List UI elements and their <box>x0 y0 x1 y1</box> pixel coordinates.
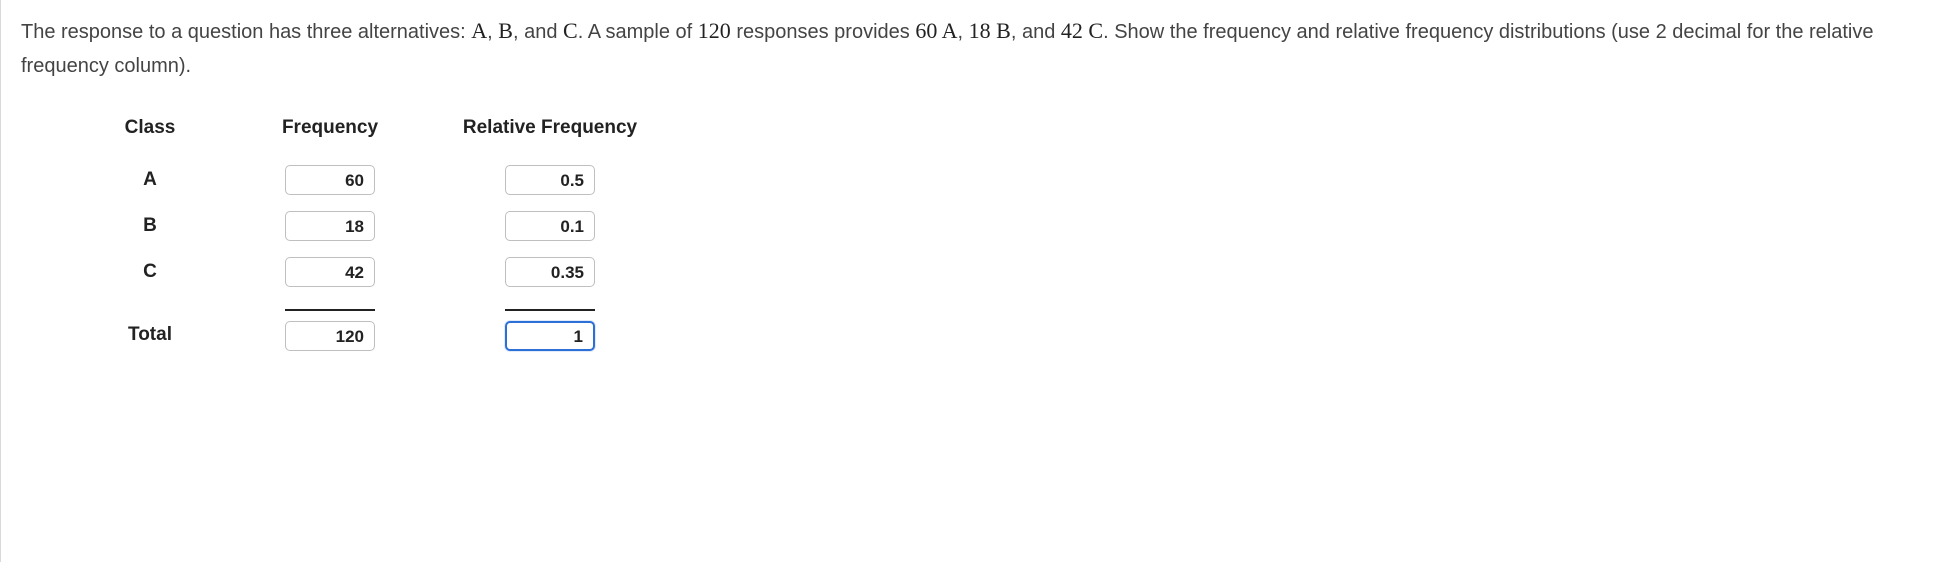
question-text: The response to a question has three alt… <box>21 12 1921 83</box>
alt-c: C <box>563 18 578 43</box>
rel-input-total[interactable]: 1 <box>505 321 595 351</box>
alt-b: B <box>498 18 513 43</box>
freq-cell-c: 42 <box>235 249 425 295</box>
freq-input-b[interactable]: 18 <box>285 211 375 241</box>
rel-cell-a: 0.5 <box>425 157 675 203</box>
sep: , <box>958 21 969 43</box>
count-b: 18 B <box>969 18 1011 43</box>
class-label-a: A <box>65 157 235 203</box>
question-mid2: responses provides <box>731 21 916 43</box>
exercise-panel: The response to a question has three alt… <box>0 0 1946 562</box>
table-row: C 42 0.35 <box>65 249 675 295</box>
table-header-row: Class Frequency Relative Frequency <box>65 111 675 157</box>
header-class: Class <box>65 111 235 157</box>
total-label-text: Total <box>128 314 172 346</box>
class-label-b: B <box>65 203 235 249</box>
freq-input-a[interactable]: 60 <box>285 165 375 195</box>
sep: , and <box>1011 21 1061 43</box>
frequency-table-wrap: Class Frequency Relative Frequency A 60 … <box>65 111 1926 359</box>
class-label-total: Total <box>65 301 235 359</box>
freq-cell-total: 120 <box>235 301 425 359</box>
count-c: 42 C <box>1061 18 1103 43</box>
freq-cell-a: 60 <box>235 157 425 203</box>
count-a: 60 A <box>915 18 957 43</box>
freq-input-total[interactable]: 120 <box>285 321 375 351</box>
question-mid1: . A sample of <box>578 21 698 43</box>
sample-size: 120 <box>698 18 731 43</box>
class-label-c: C <box>65 249 235 295</box>
rel-input-b[interactable]: 0.1 <box>505 211 595 241</box>
rel-input-a[interactable]: 0.5 <box>505 165 595 195</box>
rel-cell-total: 1 <box>425 301 675 359</box>
rel-cell-c: 0.35 <box>425 249 675 295</box>
frequency-table: Class Frequency Relative Frequency A 60 … <box>65 111 675 359</box>
header-relative-frequency: Relative Frequency <box>425 111 675 157</box>
rel-cell-b: 0.1 <box>425 203 675 249</box>
header-frequency: Frequency <box>235 111 425 157</box>
rel-input-c[interactable]: 0.35 <box>505 257 595 287</box>
freq-input-c[interactable]: 42 <box>285 257 375 287</box>
alt-a: A <box>471 18 487 43</box>
table-total-row: Total 120 1 <box>65 301 675 359</box>
sep: , and <box>513 21 563 43</box>
table-row: B 18 0.1 <box>65 203 675 249</box>
table-row: A 60 0.5 <box>65 157 675 203</box>
sep: , <box>487 21 498 43</box>
freq-cell-b: 18 <box>235 203 425 249</box>
question-prefix: The response to a question has three alt… <box>21 21 471 43</box>
